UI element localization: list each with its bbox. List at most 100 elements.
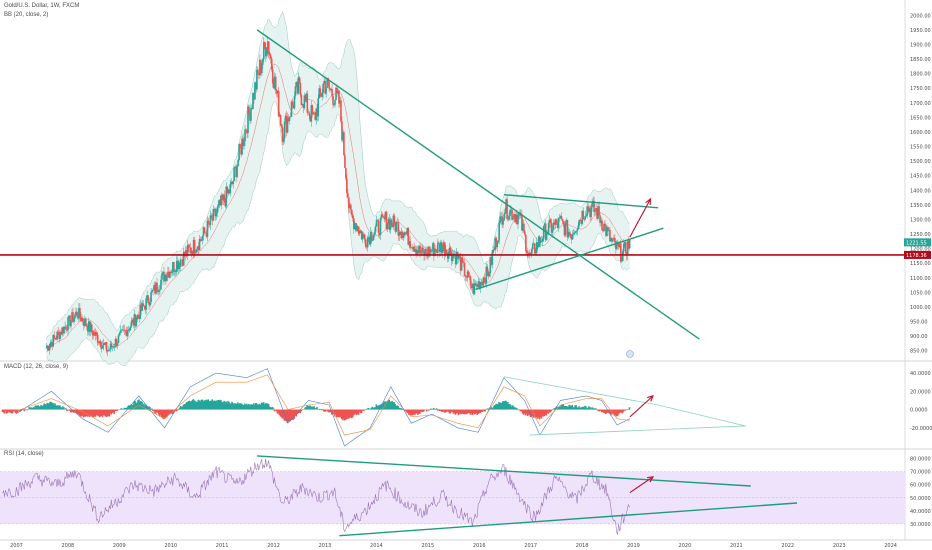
macd-histogram-bar — [114, 409, 117, 412]
candle-body — [178, 262, 181, 267]
macd-histogram-bar — [458, 409, 461, 414]
price-tick-label: 1500.00 — [910, 159, 931, 165]
candle-body — [487, 271, 490, 277]
price-tick-label: 1250.00 — [910, 232, 931, 238]
macd-histogram-bar — [321, 409, 323, 411]
candle-body — [347, 193, 349, 198]
candle-body — [365, 246, 368, 248]
candle-body — [623, 242, 626, 244]
macd-histogram-bar — [296, 409, 299, 415]
macd-histogram-bar — [211, 399, 214, 410]
candle-body — [529, 252, 531, 255]
macd-histogram-bar — [542, 409, 545, 417]
macd-histogram-bar — [475, 409, 478, 414]
macd-histogram-bar — [329, 409, 331, 413]
candle-body — [300, 94, 303, 106]
candle-body — [111, 346, 114, 348]
candle-body — [295, 81, 298, 87]
macd-histogram-bar — [250, 404, 253, 410]
candle-body — [403, 232, 406, 236]
macd-histogram-bar — [300, 409, 303, 412]
macd-histogram-bar — [448, 409, 451, 414]
macd-histogram-bar — [461, 409, 464, 414]
macd-histogram-bar — [424, 409, 426, 411]
candle-body — [304, 95, 307, 101]
candle-body — [292, 104, 295, 109]
candle-body — [274, 76, 277, 90]
macd-histogram-bar — [150, 409, 152, 411]
candle-body — [177, 262, 180, 269]
candle-body — [141, 303, 143, 311]
macd-histogram-bar — [226, 403, 228, 410]
macd-histogram-bar — [60, 406, 62, 410]
macd-histogram-bar — [208, 401, 211, 410]
candle-body — [547, 223, 550, 234]
macd-histogram-bar — [28, 407, 31, 410]
macd-histogram-bar — [152, 409, 154, 411]
candle-body — [402, 235, 405, 238]
candle-body — [556, 223, 559, 228]
candle-body — [253, 92, 255, 100]
candle-body — [579, 219, 582, 221]
macd-histogram-bar — [367, 407, 370, 410]
candle-body — [537, 236, 540, 248]
candle-body — [75, 311, 77, 315]
macd-histogram-bar — [392, 402, 394, 410]
candle-body — [180, 259, 183, 261]
macd-histogram-bar — [429, 408, 432, 410]
macd-histogram-bar — [378, 405, 381, 410]
macd-histogram-bar — [131, 405, 133, 410]
candle-body — [567, 231, 570, 238]
macd-histogram-bar — [101, 409, 104, 418]
macd-histogram-bar — [185, 402, 188, 410]
macd-histogram-bar — [108, 409, 111, 417]
candle-body — [387, 218, 390, 225]
macd-histogram-bar — [212, 401, 214, 410]
macd-histogram-bar — [309, 405, 311, 410]
candle-body — [322, 83, 324, 94]
candle-body — [624, 242, 627, 254]
candle-body — [281, 127, 284, 142]
candle-body — [54, 337, 56, 339]
candle-body — [86, 325, 88, 327]
candle-body — [167, 271, 169, 277]
candle-body — [469, 276, 472, 286]
candle-body — [416, 250, 418, 255]
macd-histogram-bar — [267, 403, 270, 410]
macd-histogram-bar — [591, 407, 593, 410]
candle-body — [457, 256, 460, 259]
candle-body — [336, 87, 338, 94]
candle-body — [532, 243, 535, 245]
candle-body — [442, 246, 444, 253]
candle-body — [187, 244, 190, 248]
macd-histogram-bar — [592, 407, 594, 410]
time-tick-label: 2023 — [833, 543, 846, 549]
candle-body — [492, 249, 495, 253]
macd-histogram-bar — [199, 401, 202, 410]
macd-histogram-bar — [601, 409, 603, 413]
macd-histogram-bar — [553, 408, 556, 410]
macd-histogram-bar — [98, 409, 101, 418]
macd-histogram-bar — [102, 409, 105, 416]
macd-histogram-bar — [35, 405, 37, 410]
candle-body — [565, 220, 568, 223]
price-tick-label: 1400.00 — [910, 188, 931, 194]
candle-body — [73, 317, 75, 322]
price-tick-label: 850.00 — [910, 349, 928, 355]
candle-body — [626, 240, 629, 256]
macd-histogram-bar — [221, 402, 223, 410]
macd-histogram-bar — [523, 409, 526, 414]
time-tick-label: 2024 — [884, 543, 897, 549]
macd-histogram-bar — [147, 407, 149, 410]
macd-histogram-bar — [520, 409, 523, 412]
candle-body — [204, 232, 207, 234]
candle-body — [72, 312, 74, 322]
candle-body — [459, 257, 462, 271]
candle-body — [291, 101, 294, 105]
candle-body — [88, 321, 91, 332]
candle-body — [440, 242, 442, 252]
candle-body — [311, 105, 314, 115]
candle-body — [534, 252, 537, 254]
macd-histogram-bar — [115, 409, 118, 411]
candle-body — [132, 319, 135, 326]
